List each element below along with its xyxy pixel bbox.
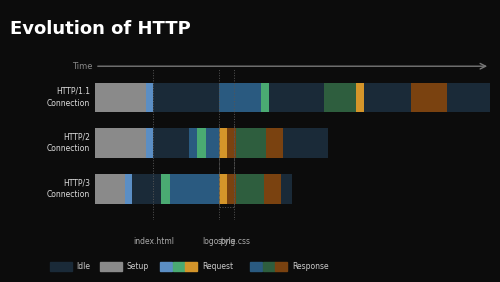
Bar [95,128,146,158]
Bar [236,128,266,158]
Bar [154,128,189,158]
Bar [356,83,364,112]
Text: Idle: Idle [76,262,90,271]
Bar [206,128,218,158]
Bar [228,128,236,158]
Bar [197,128,205,158]
Bar [189,128,197,158]
Bar [218,128,228,158]
Text: Evolution of HTTP: Evolution of HTTP [10,20,191,38]
Text: Setup: Setup [126,262,148,271]
Bar [218,174,228,204]
Bar [411,83,446,112]
Bar [262,83,269,112]
Text: logo.png: logo.png [202,237,235,246]
Bar [274,128,283,158]
Bar [95,174,124,204]
Text: index.html: index.html [133,237,174,246]
Text: HTTP/2
Connection: HTTP/2 Connection [47,133,90,153]
Text: Request: Request [202,262,233,271]
Bar [154,83,218,112]
Bar [446,83,490,112]
Bar [124,174,132,204]
Bar [266,128,274,158]
Bar [218,83,262,112]
Bar [281,174,292,204]
Bar [162,174,170,204]
Bar [364,83,411,112]
Bar [272,174,281,204]
Text: HTTP/3
Connection: HTTP/3 Connection [47,179,90,199]
Text: Time: Time [72,62,93,71]
Text: style.css: style.css [218,237,250,246]
Bar [132,174,162,204]
Bar [146,128,154,158]
Bar [283,128,328,158]
Bar [236,174,264,204]
Text: HTTP/1.1
Connection: HTTP/1.1 Connection [47,87,90,108]
Bar [170,174,186,204]
Bar [324,83,356,112]
Bar [264,174,272,204]
Bar [228,174,236,204]
Bar [186,174,218,204]
Bar [269,83,324,112]
Bar [146,83,154,112]
Bar [95,83,146,112]
Text: Response: Response [292,262,329,271]
